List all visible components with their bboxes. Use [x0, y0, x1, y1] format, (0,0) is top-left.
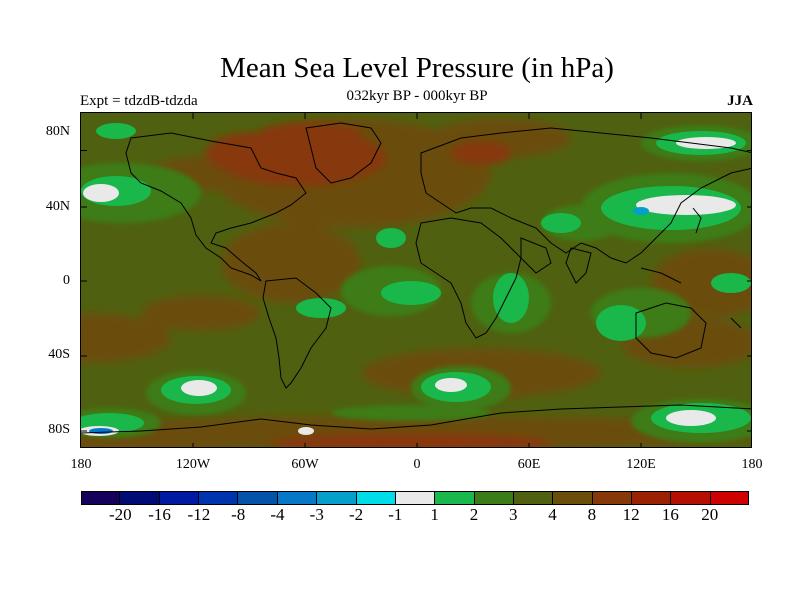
colorbar-label: 3: [508, 505, 518, 524]
colorbar-label: -2: [348, 505, 364, 524]
colorbar-label: -16: [148, 505, 171, 524]
colorbar-swatch-10: [473, 491, 513, 505]
colorbar-swatch-16: [709, 491, 750, 505]
colorbar-swatch-6: [316, 491, 356, 505]
colorbar-swatch-2: [158, 491, 199, 505]
colorbar-label: 2: [469, 505, 479, 524]
colorbar-label: -4: [270, 505, 285, 524]
colorbar-label: 12: [622, 505, 640, 524]
colorbar-label: -8: [231, 505, 246, 524]
colorbar-swatch-15: [670, 491, 710, 505]
colorbar-swatch-14: [631, 491, 671, 505]
colorbar-label: -3: [309, 505, 324, 524]
experiment-label: Expt = tdzdB-tdzda: [80, 93, 198, 109]
lat-label-0: 0: [63, 273, 70, 288]
period-subtitle: 032kyr BP - 000kyr BP: [346, 88, 488, 104]
lon-label-60e: 60E: [517, 457, 541, 472]
lon-label-60w: 60W: [291, 457, 319, 472]
lat-label-80s: 80S: [48, 422, 70, 437]
lat-label-40n: 40N: [45, 199, 70, 214]
colorbar-label: 20: [701, 505, 719, 524]
colorbar-swatch-5: [276, 491, 317, 505]
colorbar-swatch-0: [81, 491, 120, 505]
field-band-neutral: [83, 137, 736, 435]
colorbar-swatch-12: [552, 491, 592, 505]
lon-label-120w: 120W: [175, 457, 211, 472]
colorbar: [81, 491, 750, 505]
colorbar-label: 8: [587, 505, 597, 524]
field-band-8-12: [206, 123, 551, 447]
colorbar-swatch-11: [512, 491, 553, 505]
colorbar-border: [81, 491, 749, 505]
colorbar-label: 16: [661, 505, 679, 524]
colorbar-swatch-3: [198, 491, 238, 505]
colorbar-swatch-4: [237, 491, 277, 505]
colorbar-swatch-13: [591, 491, 632, 505]
colorbar-swatch-7: [355, 491, 395, 505]
coastlines: [81, 122, 751, 434]
map-ticks: [81, 113, 751, 447]
colorbar-label: -1: [388, 505, 403, 524]
colorbar-label: -20: [108, 505, 132, 524]
colorbar-label: -12: [187, 505, 211, 524]
season-label: JJA: [727, 93, 753, 109]
pressure-field-map: [81, 113, 751, 447]
colorbar-swatch-9: [434, 491, 474, 505]
lon-label-180e: 180: [741, 457, 763, 472]
lon-label-180w: 180: [70, 457, 92, 472]
chart-title: Mean Sea Level Pressure (in hPa): [220, 52, 614, 84]
colorbar-label: 1: [430, 505, 439, 524]
map-panel: [80, 112, 752, 448]
colorbar-swatch-1: [119, 491, 159, 505]
lon-label-0: 0: [413, 457, 421, 472]
lat-label-80n: 80N: [45, 124, 70, 139]
colorbar-label: 4: [548, 505, 557, 524]
colorbar-swatch-8: [394, 491, 435, 505]
lat-label-40s: 40S: [48, 347, 70, 362]
lon-label-120e: 120E: [626, 457, 656, 472]
